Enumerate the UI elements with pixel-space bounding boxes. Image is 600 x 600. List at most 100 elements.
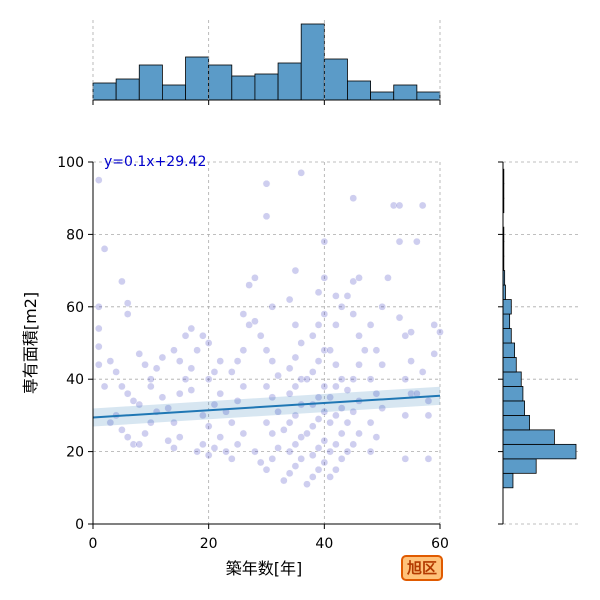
scatter-point [274,371,282,380]
y-tick-label: 20 [66,445,84,461]
scatter-point [343,418,352,427]
scatter-point [320,273,329,282]
right-hist-bar [502,386,524,402]
scatter-point [355,360,363,369]
scatter-point [280,426,288,434]
scatter-point [349,310,358,318]
scatter-point [314,393,323,402]
right-hist-bar [502,313,511,329]
top-hist-bar [208,64,233,101]
scatter-point [227,368,236,376]
scatter-point [384,273,392,282]
scatter-point [94,302,103,311]
scatter-point [401,331,410,340]
scatter-point [199,411,207,420]
scatter-point [343,292,352,300]
scatter-point [326,418,334,427]
scatter-point [337,454,346,463]
right-hist-bar [502,342,516,358]
x-tick-label: 60 [431,536,449,552]
scatter-point [175,433,184,441]
scatter-point [227,454,236,463]
scatter-point [118,277,126,286]
scatter-point [291,440,300,449]
scatter-point [337,429,346,438]
scatter-point [430,350,439,358]
scatter-point [349,277,358,286]
scatter-point [355,331,363,340]
scatter-point [355,273,363,282]
scatter-point [308,368,317,376]
scatter-point [262,382,271,391]
scatter-point [308,422,317,431]
scatter-point [239,346,248,355]
scatter-point [314,357,323,365]
scatter-point [314,321,323,329]
x-tick-label: 40 [315,536,333,552]
scatter-point [256,331,265,340]
scatter-point [366,375,375,384]
y-tick-label: 40 [66,372,84,388]
scatter-point [175,357,184,365]
scatter-point [262,418,271,427]
scatter-point [262,346,271,355]
scatter-point [320,436,329,445]
y-tick-label: 80 [66,227,84,243]
scatter-point [106,357,115,365]
scatter-point [366,418,375,427]
scatter-point [268,302,277,311]
scatter-point [100,245,109,253]
top-hist-bar [138,64,163,101]
scatter-point [378,360,387,369]
scatter-point [199,440,207,449]
scatter-point [308,451,317,460]
scatter-point [239,310,248,318]
scatter-point [222,447,230,456]
scatter-point [401,411,410,420]
scatter-point [303,480,311,489]
scatter-point [274,444,282,452]
scatter-point [187,364,196,373]
scatter-point [285,364,294,373]
scatter-point [216,389,225,398]
scatter-point [187,386,196,394]
scatter-point [291,382,300,391]
scatter-point [407,357,415,365]
scatter-point [170,444,178,452]
axes: 0 20 40 60 0 20 40 60 80 100 [57,155,449,552]
top-hist-bar [185,56,210,101]
scatter-point [366,447,375,456]
scatter-point [326,393,334,402]
scatter-point [320,346,329,355]
scatter-point [332,411,340,420]
scatter-point [303,429,311,438]
scatter-point [372,433,381,441]
right-hist-bar [502,472,514,489]
top-hist-bar [231,75,256,101]
regression-layer [92,386,441,427]
scatter-point [181,331,190,340]
scatter-point [430,321,439,329]
scatter-point [326,447,334,456]
scatter-point [135,400,144,409]
top-hist-bar [254,73,279,101]
scatter-point [118,382,126,391]
scatter-point [268,429,277,438]
right-hist-bar [502,371,522,387]
scatter-point [297,339,306,347]
scatter-point [314,415,323,423]
scatter-point [297,433,306,441]
scatter-point [326,346,334,355]
scatter-point [436,328,444,336]
scatter-point [239,429,248,438]
scatter-point [308,473,317,481]
y-tick-label: 100 [57,155,84,171]
scatter-point [123,310,132,318]
scatter-point [245,321,253,329]
scatter-point [141,429,149,438]
scatter-point [210,444,219,452]
scatter-point [332,360,340,369]
scatter-point [175,389,184,398]
scatter-point [146,418,155,427]
right-hist-bar [502,400,525,416]
